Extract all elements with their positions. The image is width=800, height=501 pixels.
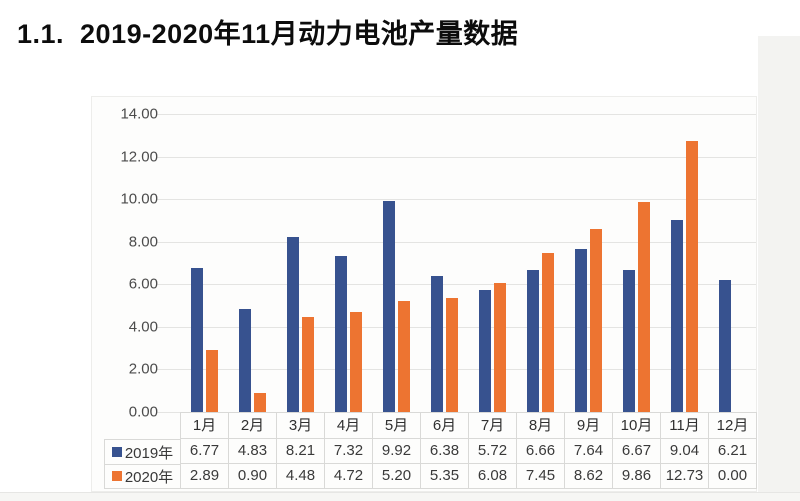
value-cell-2019年-6月: 6.38: [421, 439, 469, 464]
month-header-cell: 2月: [229, 412, 277, 439]
bar-2019年-2月: [239, 309, 251, 412]
value-cell-2019年-2月: 4.83: [229, 439, 277, 464]
month-header-cell: 11月: [661, 412, 709, 439]
bar-2020年-10月: [638, 202, 650, 412]
bar-2019年-7月: [479, 290, 491, 412]
value-cell-2020年-5月: 5.20: [373, 464, 421, 489]
bar-2020年-1月: [206, 350, 218, 412]
bar-2020年-4月: [350, 311, 362, 412]
bar-group-7月: [468, 114, 516, 412]
value-cell-2020年-3月: 4.48: [277, 464, 325, 489]
value-cell-2019年-10月: 6.67: [613, 439, 661, 464]
bar-group-8月: [516, 114, 564, 412]
bar-2019年-3月: [287, 237, 299, 412]
y-axis-tick-label: 6.00: [128, 275, 158, 293]
y-axis-tick-label: 4.00: [128, 318, 158, 336]
value-cell-2019年-1月: 6.77: [181, 439, 229, 464]
y-axis-tick-label: 0.00: [128, 403, 158, 421]
bar-2019年-10月: [623, 270, 635, 412]
value-cell-2020年-1月: 2.89: [181, 464, 229, 489]
bar-group-6月: [420, 114, 468, 412]
bar-group-10月: [612, 114, 660, 412]
value-cell-2020年-10月: 9.86: [613, 464, 661, 489]
value-cell-2019年-12月: 6.21: [709, 439, 757, 464]
bar-2019年-4月: [335, 256, 347, 412]
y-axis-tick-label: 14.00: [120, 105, 158, 123]
value-cell-2020年-6月: 5.35: [421, 464, 469, 489]
series-legend-cell-2020年: 2020年: [104, 464, 181, 489]
bar-2019年-9月: [575, 249, 587, 412]
month-header-cell: 1月: [180, 412, 229, 439]
value-cell-2020年-7月: 6.08: [469, 464, 517, 489]
bar-group-3月: [276, 114, 324, 412]
bar-2020年-5月: [398, 301, 410, 412]
bar-2020年-7月: [494, 282, 506, 412]
value-cell-2020年-9月: 8.62: [565, 464, 613, 489]
y-axis-tick-label: 8.00: [128, 233, 158, 251]
series-name-label: 2019年: [124, 444, 174, 462]
bar-2019年-6月: [431, 276, 443, 412]
bar-2020年-11月: [686, 141, 698, 412]
gridline-y-12.00: [156, 156, 756, 158]
series-name-label: 2020年: [124, 468, 174, 486]
battery-production-bar-chart: 0.00 2.00 4.00 6.00 8.00 10.00 12.00 14.00 1月 2月…: [91, 96, 757, 492]
y-axis-tick-label: 12.00: [120, 148, 158, 166]
value-cell-2019年-11月: 9.04: [661, 439, 709, 464]
month-header-cell: 12月: [709, 412, 757, 439]
legend-swatch-icon: [111, 471, 122, 481]
page-bottom-edge: [0, 492, 800, 501]
bar-group-1月: [180, 114, 228, 412]
bar-2020年-3月: [302, 316, 314, 412]
value-cell-2019年-8月: 6.66: [517, 439, 565, 464]
value-cell-2019年-4月: 7.32: [325, 439, 373, 464]
table-month-header-row: 1月 2月 3月 4月 5月 6月 7月 8月 9月 10月 11月 12月: [180, 412, 757, 439]
bar-group-12月: [708, 114, 756, 412]
month-header-cell: 6月: [421, 412, 469, 439]
table-row-2019年: 2019年 6.77 4.83 8.21 7.32 9.92 6.38 5.72 6.66 7.6…: [104, 439, 757, 465]
gridline-y-6.00: [156, 284, 756, 286]
bar-2020年-2月: [254, 392, 266, 412]
bar-group-5月: [372, 114, 420, 412]
value-cell-2020年-11月: 12.73: [661, 464, 709, 489]
bar-group-11月: [660, 114, 708, 412]
value-cell-2019年-7月: 5.72: [469, 439, 517, 464]
bar-2019年-12月: [719, 279, 731, 412]
table-row-2020年: 2020年 2.89 0.90 4.48 4.72 5.20 5.35 6.08 7.45 8.6…: [104, 464, 757, 489]
value-cell-2019年-9月: 7.64: [565, 439, 613, 464]
gridline-y-14.00: [156, 114, 756, 115]
bar-2019年-11月: [671, 219, 683, 412]
bar-group-2月: [228, 114, 276, 412]
page-right-margin: [758, 36, 800, 500]
bar-2019年-8月: [527, 270, 539, 412]
y-axis-tick-label: 10.00: [120, 190, 158, 208]
bar-2019年-5月: [383, 200, 395, 412]
month-header-cell: 8月: [517, 412, 565, 439]
bar-group-4月: [324, 114, 372, 412]
value-cell-2020年-4月: 4.72: [325, 464, 373, 489]
gridline-y-8.00: [156, 241, 756, 243]
value-cell-2019年-3月: 8.21: [277, 439, 325, 464]
bar-2020年-6月: [446, 298, 458, 412]
month-header-cell: 5月: [373, 412, 421, 439]
bar-2019年-1月: [191, 267, 203, 412]
month-header-cell: 3月: [277, 412, 325, 439]
bar-2020年-8月: [542, 253, 554, 412]
month-header-cell: 4月: [325, 412, 373, 439]
value-cell-2019年-5月: 9.92: [373, 439, 421, 464]
month-header-cell: 10月: [613, 412, 661, 439]
y-axis-tick-label: 2.00: [128, 360, 158, 378]
bar-group-9月: [564, 114, 612, 412]
month-header-cell: 9月: [565, 412, 613, 439]
section-title: 1.1. 2019-2020年11月动力电池产量数据: [17, 19, 519, 49]
value-cell-2020年-2月: 0.90: [229, 464, 277, 489]
value-cell-2020年-8月: 7.45: [517, 464, 565, 489]
value-cell-2020年-12月: 0.00: [709, 464, 757, 489]
bar-2020年-9月: [590, 228, 602, 412]
gridline-y-10.00: [156, 199, 756, 201]
series-legend-cell-2019年: 2019年: [104, 439, 181, 465]
legend-swatch-icon: [111, 447, 122, 457]
plot-area: 0.00 2.00 4.00 6.00 8.00 10.00 12.00 14.00: [92, 97, 756, 421]
month-header-cell: 7月: [469, 412, 517, 439]
